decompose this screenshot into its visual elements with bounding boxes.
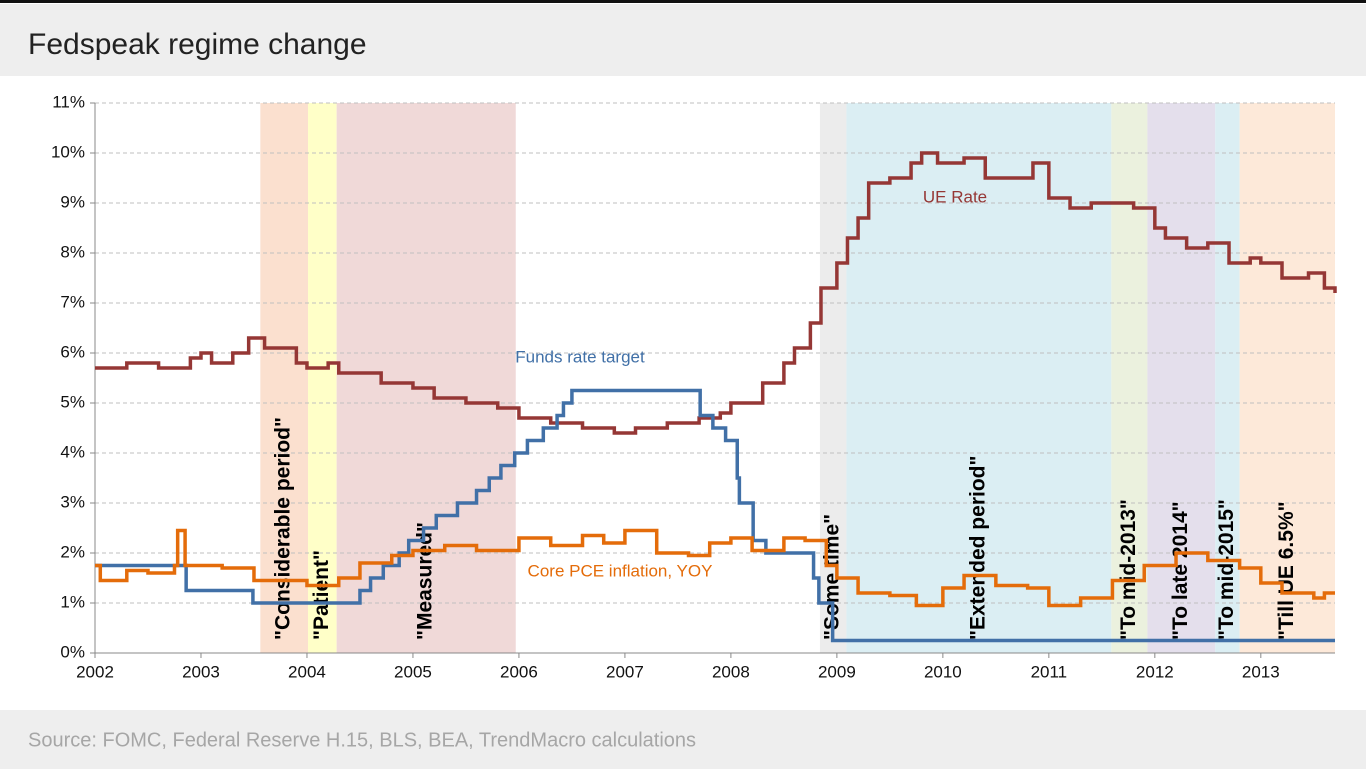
- regime-label: "Till UE 6.5%": [1275, 501, 1298, 640]
- y-tick-label: 2%: [60, 542, 85, 561]
- title-bar: [0, 4, 1366, 76]
- x-tick-label: 2007: [606, 662, 644, 681]
- x-tick-label: 2009: [818, 662, 856, 681]
- regime-band: [1111, 103, 1148, 653]
- y-tick-label: 9%: [60, 192, 85, 211]
- regime-label: "Considerable period": [272, 417, 295, 640]
- regime-label: "To mid-2013": [1117, 499, 1140, 640]
- y-tick-label: 4%: [60, 442, 85, 461]
- y-tick-label: 3%: [60, 492, 85, 511]
- series-label: Core PCE inflation, YOY: [528, 561, 713, 580]
- x-tick-label: 2003: [182, 662, 220, 681]
- series-line: [95, 528, 1335, 608]
- y-tick-label: 10%: [51, 142, 85, 161]
- y-tick-label: 8%: [60, 242, 85, 261]
- x-tick-label: 2013: [1242, 662, 1280, 681]
- y-tick-label: 11%: [52, 92, 85, 111]
- x-tick-label: 2006: [500, 662, 538, 681]
- series-line: [95, 388, 1335, 643]
- x-tick-label: 2008: [712, 662, 750, 681]
- regime-band: [819, 103, 847, 653]
- y-tick-label: 1%: [60, 592, 85, 611]
- regime-label: "To mid-2015": [1215, 499, 1238, 640]
- y-tick-label: 7%: [60, 292, 85, 311]
- x-tick-label: 2004: [288, 662, 326, 681]
- series-label: UE Rate: [923, 187, 987, 206]
- x-tick-label: 2002: [76, 662, 114, 681]
- x-tick-label: 2005: [394, 662, 432, 681]
- regime-label: "Patient": [310, 550, 333, 640]
- regime-label: "To late 2014": [1169, 501, 1192, 640]
- source: Source: FOMC, Federal Reserve H.15, BLS,…: [28, 729, 696, 751]
- regime-band: [1239, 103, 1335, 653]
- y-tick-label: 5%: [60, 392, 85, 411]
- regime-band: [260, 103, 309, 653]
- regime-band: [1147, 103, 1216, 653]
- source-bar: [0, 710, 1366, 769]
- x-tick-label: 2012: [1136, 662, 1174, 681]
- series-label: Funds rate target: [515, 347, 645, 366]
- regime-band: [308, 103, 337, 653]
- y-tick-label: 0%: [60, 642, 85, 661]
- x-tick-label: 2010: [924, 662, 962, 681]
- top-rule: [0, 0, 1366, 3]
- x-tick-label: 2011: [1031, 662, 1068, 681]
- regime-label: "Extended period": [966, 456, 989, 640]
- regime-band: [846, 103, 1112, 653]
- series-line: [95, 151, 1337, 435]
- chart-title: Fedspeak regime change: [28, 28, 367, 61]
- y-tick-label: 6%: [60, 342, 85, 361]
